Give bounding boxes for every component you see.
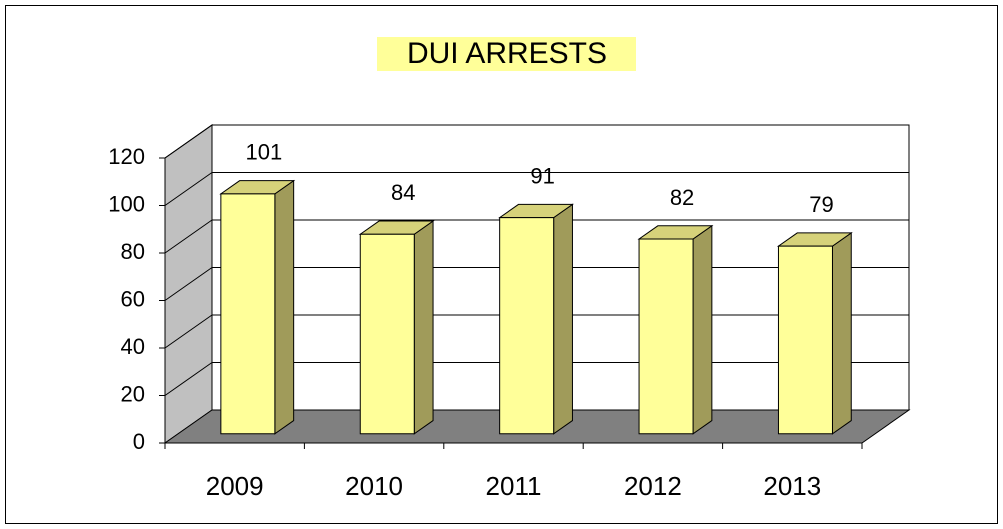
- y-tick-label: 80: [121, 239, 145, 264]
- x-tick-label: 2009: [206, 471, 264, 501]
- bar: [638, 238, 694, 435]
- bar-side: [274, 179, 295, 435]
- y-tick-label: 120: [108, 144, 145, 169]
- bar: [777, 245, 833, 435]
- bar: [359, 233, 415, 435]
- x-tick-label: 2011: [486, 471, 542, 501]
- y-tick-label: 40: [121, 334, 145, 359]
- grid-line-side: [164, 172, 213, 206]
- y-tick-label: 60: [121, 286, 145, 311]
- grid-line-side: [164, 314, 213, 349]
- x-tick-label: 2010: [345, 471, 403, 501]
- chart-title: DUI ARRESTS: [407, 37, 607, 70]
- grid-line-side: [164, 267, 213, 301]
- grid-line-side: [164, 124, 213, 159]
- data-label: 84: [391, 180, 415, 205]
- bar-side: [413, 220, 434, 435]
- bar-side: [553, 203, 573, 435]
- bar: [499, 217, 555, 435]
- bar: [220, 193, 276, 435]
- data-label: 91: [530, 163, 554, 188]
- title-background: [377, 37, 636, 71]
- grid-line-side: [164, 362, 213, 396]
- y-tick-label: 100: [108, 191, 145, 216]
- y-tick-label: 0: [133, 429, 145, 454]
- bar-side: [831, 231, 852, 435]
- grid-line-side: [164, 219, 213, 254]
- x-tick-label: 2013: [763, 471, 821, 501]
- x-tick-label: 2012: [624, 471, 682, 501]
- bar-side: [692, 224, 713, 435]
- data-label: 82: [670, 185, 694, 210]
- y-tick-label: 20: [121, 381, 145, 406]
- data-label: 101: [246, 140, 283, 165]
- data-label: 79: [809, 192, 833, 217]
